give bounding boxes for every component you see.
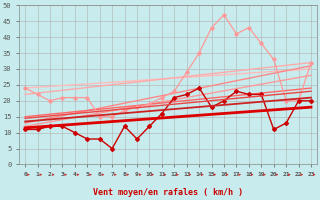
X-axis label: Vent moyen/en rafales ( km/h ): Vent moyen/en rafales ( km/h ) <box>93 188 243 197</box>
